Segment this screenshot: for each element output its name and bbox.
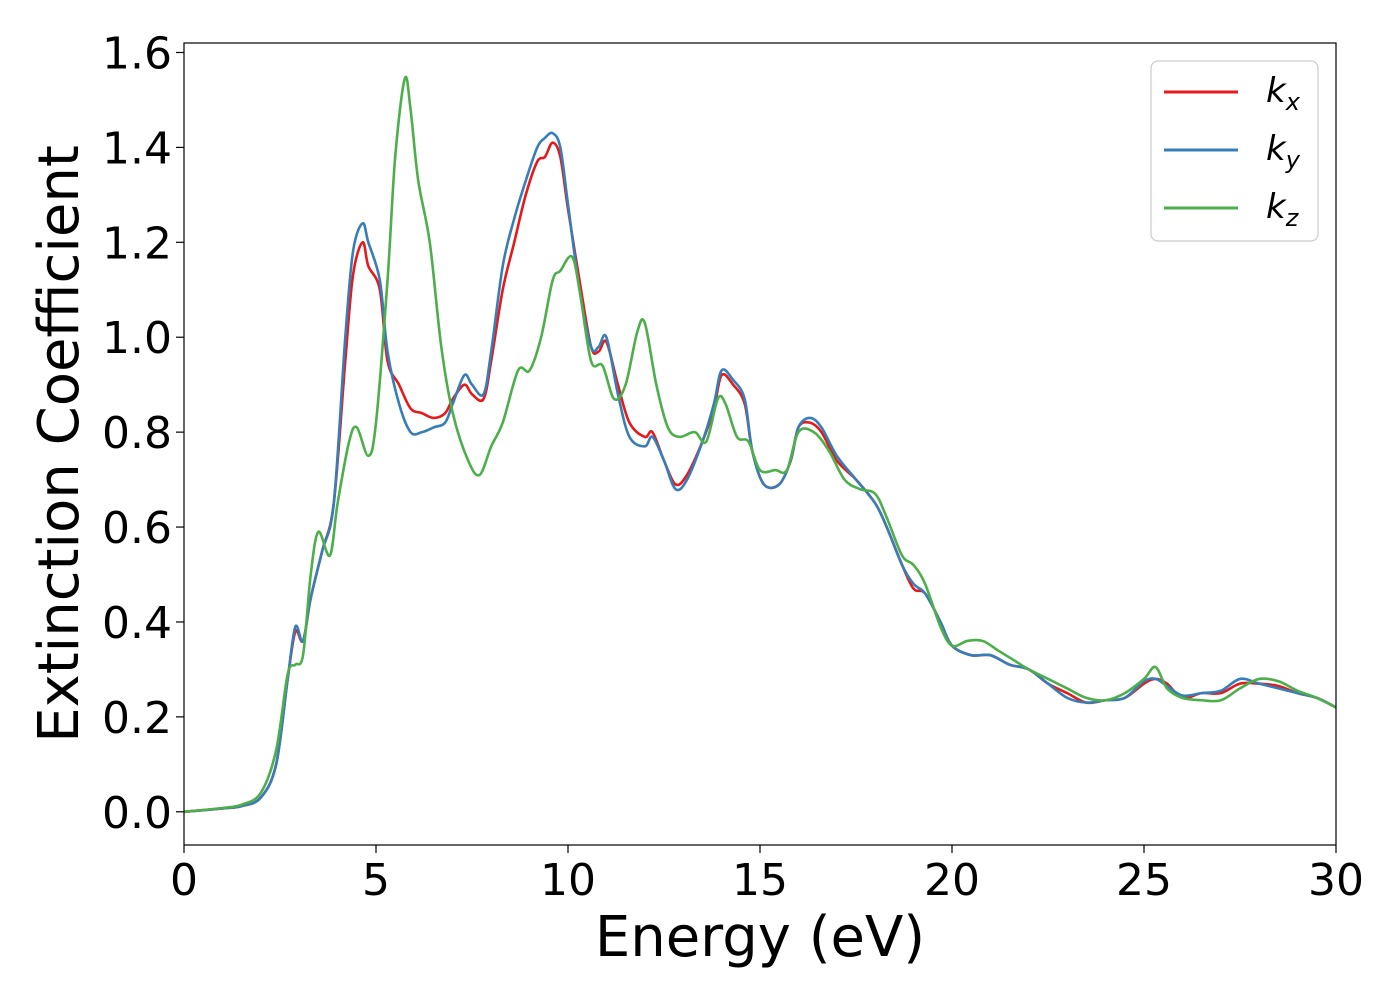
y-tick-label: 0.2 <box>102 693 172 744</box>
y-tick-label: 1.4 <box>102 123 172 174</box>
x-axis: 0 5 10 15 20 25 30 <box>170 845 1364 906</box>
x-tick-label: 20 <box>924 855 980 906</box>
x-axis-title: Energy (eV) <box>595 905 925 970</box>
series-line-y <box>184 131 1336 814</box>
x-tick-label: 0 <box>170 855 198 906</box>
series-line-z <box>184 75 1336 814</box>
y-tick-label: 1.2 <box>102 218 172 269</box>
y-tick-label: 1.0 <box>102 313 172 364</box>
series-layer <box>184 75 1336 814</box>
x-tick-label: 30 <box>1308 855 1364 906</box>
y-tick-label: 0.4 <box>102 598 172 649</box>
x-tick-label: 25 <box>1116 855 1172 906</box>
y-axis-title: Extinction Coefficient <box>27 145 92 743</box>
x-tick-label: 5 <box>362 855 390 906</box>
y-tick-label: 0.8 <box>102 408 172 459</box>
y-axis: 0.0 0.2 0.4 0.6 0.8 1.0 1.2 1.4 1.6 <box>102 28 184 839</box>
y-tick-label: 1.6 <box>102 28 172 79</box>
y-tick-label: 0.0 <box>102 788 172 839</box>
x-tick-label: 10 <box>540 855 596 906</box>
y-tick-label: 0.6 <box>102 503 172 554</box>
x-tick-label: 15 <box>732 855 788 906</box>
